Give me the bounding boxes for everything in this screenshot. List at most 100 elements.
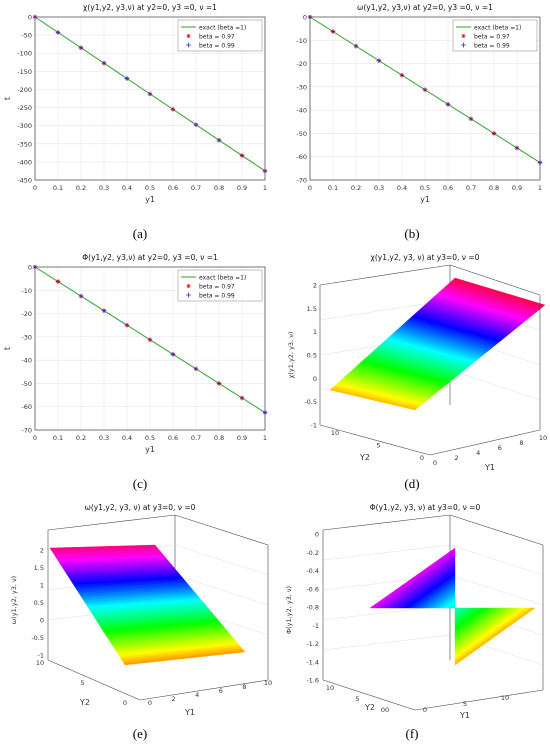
x-tick-label: 0.4 [397, 184, 407, 192]
z-tick-label: -0.2 [306, 549, 319, 557]
data-point-plus [537, 160, 543, 165]
y-tick-label: -70 [296, 177, 307, 185]
y-tick-label: 10 [36, 659, 44, 667]
z-tick-label: -0.4 [306, 567, 319, 575]
data-point-plus [32, 14, 38, 20]
axis-box-line [139, 679, 269, 701]
chart-f: Φ(y1,y2, y3, ν) at y3=0, ν =0 0 -0.2 -0.4 -0… [285, 503, 544, 720]
data-point-plus [124, 322, 130, 328]
x-tick-label: 2 [172, 695, 176, 703]
data-point-plus [55, 30, 61, 35]
x-tick-label: 0.2 [76, 434, 86, 442]
z-tick-label: 1.5 [34, 564, 44, 572]
y-tick-label: -70 [21, 427, 32, 435]
caption-f: (f) [405, 726, 419, 741]
chart-title: Φ(y1,y2, y3,ν) at y2=0, y3 =0, ν =1 [82, 253, 218, 262]
y-tick-label: -50 [21, 380, 32, 388]
surface-strip [452, 277, 546, 307]
legend-box [177, 19, 263, 52]
y-tick-label: -20 [21, 310, 32, 318]
x-axis-label: Y1 [184, 708, 195, 717]
y-axis-label: Y2 [364, 703, 375, 712]
chart-title: χ(y1,y2, y3,ν) at y2=0, y3 =0, ν =1 [83, 3, 217, 12]
legend-swatch-plus [186, 292, 191, 298]
plot-frame [34, 266, 266, 431]
data-point-plus [399, 72, 405, 78]
y-tick-label: -10 [296, 37, 307, 45]
z-tick-label: 1 [40, 582, 44, 590]
chart-a: 0 0.1 0.2 0.3 0.4 0.5 0.6 0.7 0.8 0.9 1 0 -50 -100 -15… [3, 3, 268, 204]
x-tick-label: 0.3 [99, 434, 109, 442]
data-point-plus [147, 91, 153, 97]
y-tick-label: -450 [17, 177, 32, 185]
y-axis-label: t [3, 347, 12, 350]
z-tick-label: 0 [315, 531, 319, 539]
legend-box [452, 19, 538, 52]
x-tick-label: 0.6 [168, 184, 178, 192]
caption-b: (b) [404, 226, 420, 241]
x-tick-label: 0.5 [145, 184, 155, 192]
legend-label: beta = 0.97 [199, 33, 235, 40]
x-tick-label: 8 [519, 439, 523, 447]
data-point-plus [491, 131, 497, 136]
x-tick-label: 0.3 [99, 184, 109, 192]
legend-label: beta = 0.97 [474, 33, 510, 40]
x-tick-label: 0.1 [53, 434, 63, 442]
x-tick-label: 5 [463, 700, 467, 708]
y-tick-label: -60 [21, 403, 32, 411]
caption-d: (d) [404, 476, 420, 491]
y-tick-label: -250 [17, 104, 32, 112]
z-tick-label: -1.2 [306, 640, 319, 648]
y-axis-label: t [3, 97, 12, 100]
z-axis-label: ω(y1,y2, y3, ν) [10, 576, 18, 624]
x-tick-label: 4 [476, 449, 480, 457]
x-tick-label: 2 [455, 454, 459, 462]
z-tick-label: -1 [313, 622, 319, 630]
plot-frame [309, 16, 541, 181]
x-tick-label: 4 [195, 691, 199, 699]
legend-label: exact (beta =1) [474, 24, 521, 31]
legend-swatch-plus [186, 42, 191, 48]
y-tick-label: -30 [21, 333, 32, 341]
caption-c: (c) [132, 476, 148, 491]
z-tick-label: -1 [38, 652, 44, 660]
chart-e: ω(y1,y2, y3, ν) at y3=0, ν =0 2 1.5 1 0.5 0 -0… [10, 503, 272, 717]
x-tick-label: 0.8 [489, 184, 499, 192]
x-tick-label: 0 [148, 699, 152, 707]
axis-box-line [47, 514, 176, 531]
x-tick-label: 0 [33, 434, 37, 442]
y-tick-label: 00 [381, 706, 389, 714]
caption-a: (a) [132, 226, 148, 241]
data-point-plus [193, 122, 199, 128]
y-tick-label: 5 [355, 695, 359, 703]
chart-title: ω(y1,y2, y3, ν) at y3=0, ν =0 [85, 503, 196, 512]
x-tick-label: 0.1 [328, 184, 338, 192]
x-tick-label: 0 [308, 184, 312, 192]
x-tick-label: 10 [501, 694, 509, 702]
surface-strip [123, 650, 246, 666]
y-tick-label: -60 [296, 153, 307, 161]
surface-strip [454, 607, 536, 666]
x-tick-label: 0.9 [237, 434, 247, 442]
x-axis-label: Y1 [459, 711, 470, 720]
data-point-plus [422, 87, 428, 93]
x-axis-label: y1 [145, 445, 155, 454]
legend-swatch-star [461, 34, 466, 38]
z-tick-label: 2 [313, 282, 317, 290]
chart-panel-c: 0 0.1 0.2 0.3 0.4 0.5 0.6 0.7 0.8 0.9 1 0 -10 -20 -30 -… [0, 250, 275, 500]
data-point-plus [55, 279, 61, 284]
axis-box-line [449, 264, 541, 296]
x-tick-label: 0.4 [122, 434, 132, 442]
z-tick-label: -0.5 [31, 634, 44, 642]
axis-box-line [414, 689, 544, 711]
z-tick-label: 0.5 [34, 599, 44, 607]
y-tick-label: 5 [80, 679, 84, 687]
z-tick-label: 1.5 [307, 305, 317, 313]
y-tick-label: -40 [296, 107, 307, 115]
data-point-plus [239, 153, 245, 158]
x-tick-label: 0.6 [168, 434, 178, 442]
z-axis-label: χ(y1,y2, y3, ν) [287, 332, 295, 379]
chart-panel-d: χ(y1,y2, y3, ν) at y3=0, ν =0 2 1.5 1 0.5 0 -0… [275, 250, 550, 500]
x-tick-label: 0.6 [443, 184, 453, 192]
chart-d: χ(y1,y2, y3, ν) at y3=0, ν =0 2 1.5 1 0.5 0 -0… [287, 253, 547, 472]
